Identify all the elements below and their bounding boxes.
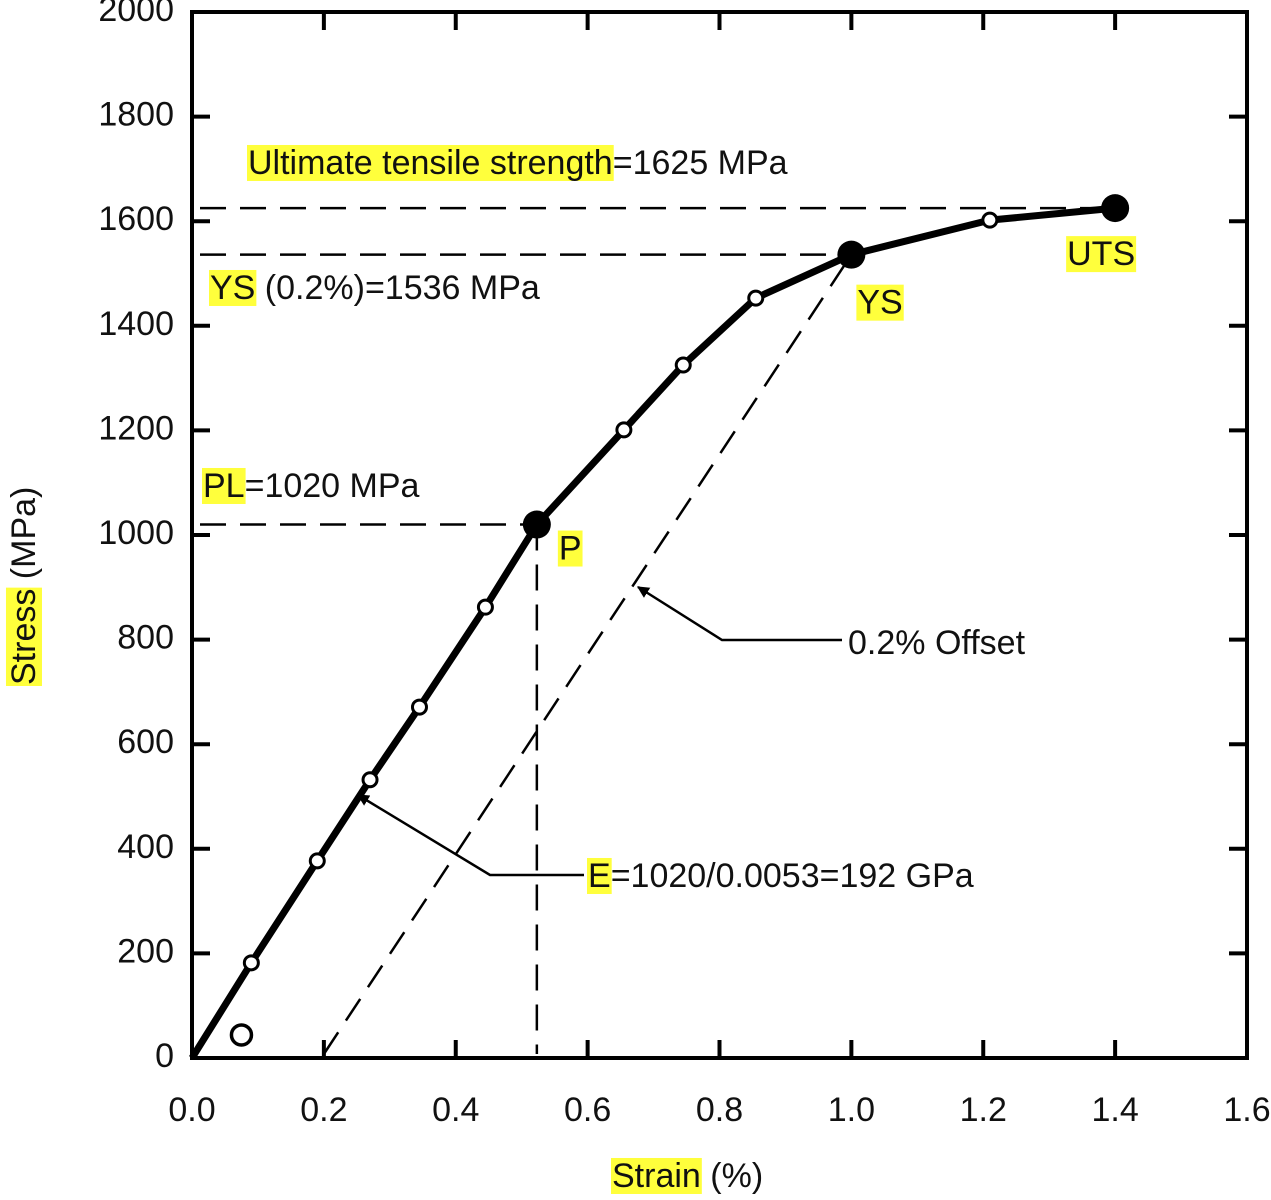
x-tick-label: 1.6 (1223, 1091, 1270, 1129)
highlight (611, 1157, 702, 1194)
open-point (615, 421, 633, 439)
annotation-text: (0.2%)=1536 MPa (255, 269, 540, 307)
offset-arrow (636, 585, 842, 642)
x-tick-label: 0.2 (300, 1091, 347, 1129)
point-label: UTS (1067, 235, 1135, 273)
open-point (747, 289, 765, 307)
open-point (242, 954, 260, 972)
open-point (476, 598, 494, 616)
open-point (674, 356, 692, 374)
y-tick-label: 1000 (98, 514, 174, 552)
highlight (557, 530, 583, 567)
annotation-text: Ultimate tensile strength (248, 144, 613, 182)
highlight (202, 467, 246, 504)
x-tick-label: 1.4 (1091, 1091, 1138, 1129)
open-point (308, 852, 326, 870)
annotation-text: =1020 MPa (245, 467, 420, 505)
key-point (1101, 194, 1130, 223)
annotation-text: PL (203, 467, 245, 505)
annotation-text: =1020/0.0053=192 GPa (611, 857, 974, 895)
point-label: YS (857, 284, 902, 322)
y-axis-label: (MPa) (5, 487, 43, 589)
y-tick-label: 1400 (98, 305, 174, 343)
y-tick-label: 400 (117, 828, 174, 866)
x-tick-label: 1.0 (828, 1091, 875, 1129)
x-axis-label: Strain (612, 1157, 701, 1195)
annotation-text: 0.2% Offset (848, 624, 1026, 662)
x-tick-label: 0.8 (696, 1091, 743, 1129)
x-tick-label: 0.6 (564, 1091, 611, 1129)
open-point (361, 771, 379, 789)
y-tick-label: 1200 (98, 409, 174, 447)
highlight (247, 144, 614, 181)
outlier-point (229, 1023, 254, 1047)
annotation-text: E (588, 857, 611, 895)
y-tick-label: 0 (155, 1037, 174, 1075)
highlight (856, 284, 904, 321)
open-point (410, 698, 428, 716)
annotation-text: YS (210, 269, 255, 307)
highlight (587, 857, 612, 894)
open-point (981, 211, 999, 229)
highlight (5, 587, 42, 686)
offset-line (322, 253, 853, 1055)
y-tick-label: 1600 (98, 200, 174, 238)
key-point (837, 240, 866, 269)
x-axis-label: (%) (701, 1157, 763, 1195)
annotation-text: =1625 MPa (613, 144, 788, 182)
key-point (522, 510, 551, 539)
y-tick-label: 1800 (98, 96, 174, 134)
point-label: P (559, 530, 582, 568)
y-tick-label: 200 (117, 932, 174, 970)
y-axis-label-group: Stress (MPa) (5, 487, 43, 686)
highlight (209, 269, 257, 306)
modulus-arrow (356, 793, 584, 877)
y-axis-label: Stress (5, 589, 43, 685)
x-tick-label: 0.0 (168, 1091, 215, 1129)
highlight (1066, 236, 1137, 273)
x-tick-label: 1.2 (960, 1091, 1007, 1129)
y-tick-label: 600 (117, 723, 174, 761)
y-tick-label: 800 (117, 619, 174, 657)
y-tick-label: 2000 (98, 0, 174, 29)
x-tick-label: 0.4 (432, 1091, 479, 1129)
